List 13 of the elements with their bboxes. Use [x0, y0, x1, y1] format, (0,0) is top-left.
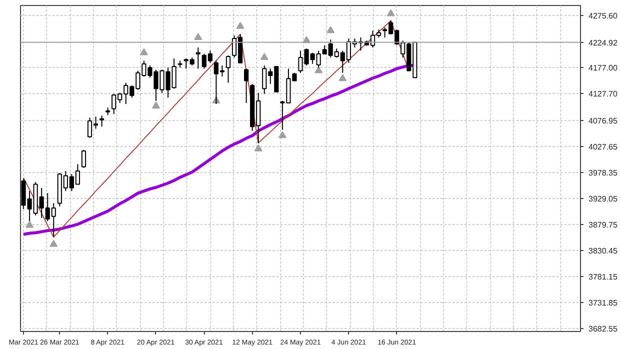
- y-tick-label: 3879.75: [588, 220, 618, 230]
- y-tick-label: 4275.60: [588, 12, 618, 21]
- y-tick-label: 4076.95: [588, 116, 618, 126]
- y-tick-label: 3731.85: [588, 298, 618, 308]
- y-tick-label: 4127.70: [588, 90, 618, 99]
- y-tick-label: 3830.45: [588, 246, 618, 256]
- y-tick-label: 3978.35: [588, 168, 618, 178]
- y-tick-label: 3682.55: [588, 324, 618, 334]
- ref-line-label: 4224.92: [588, 38, 618, 48]
- y-tick-label: 4027.65: [588, 142, 618, 152]
- y-tick-label: 4177.00: [588, 64, 618, 73]
- y-tick-label: 3781.15: [588, 272, 618, 282]
- y-tick-label: 3929.05: [588, 194, 618, 204]
